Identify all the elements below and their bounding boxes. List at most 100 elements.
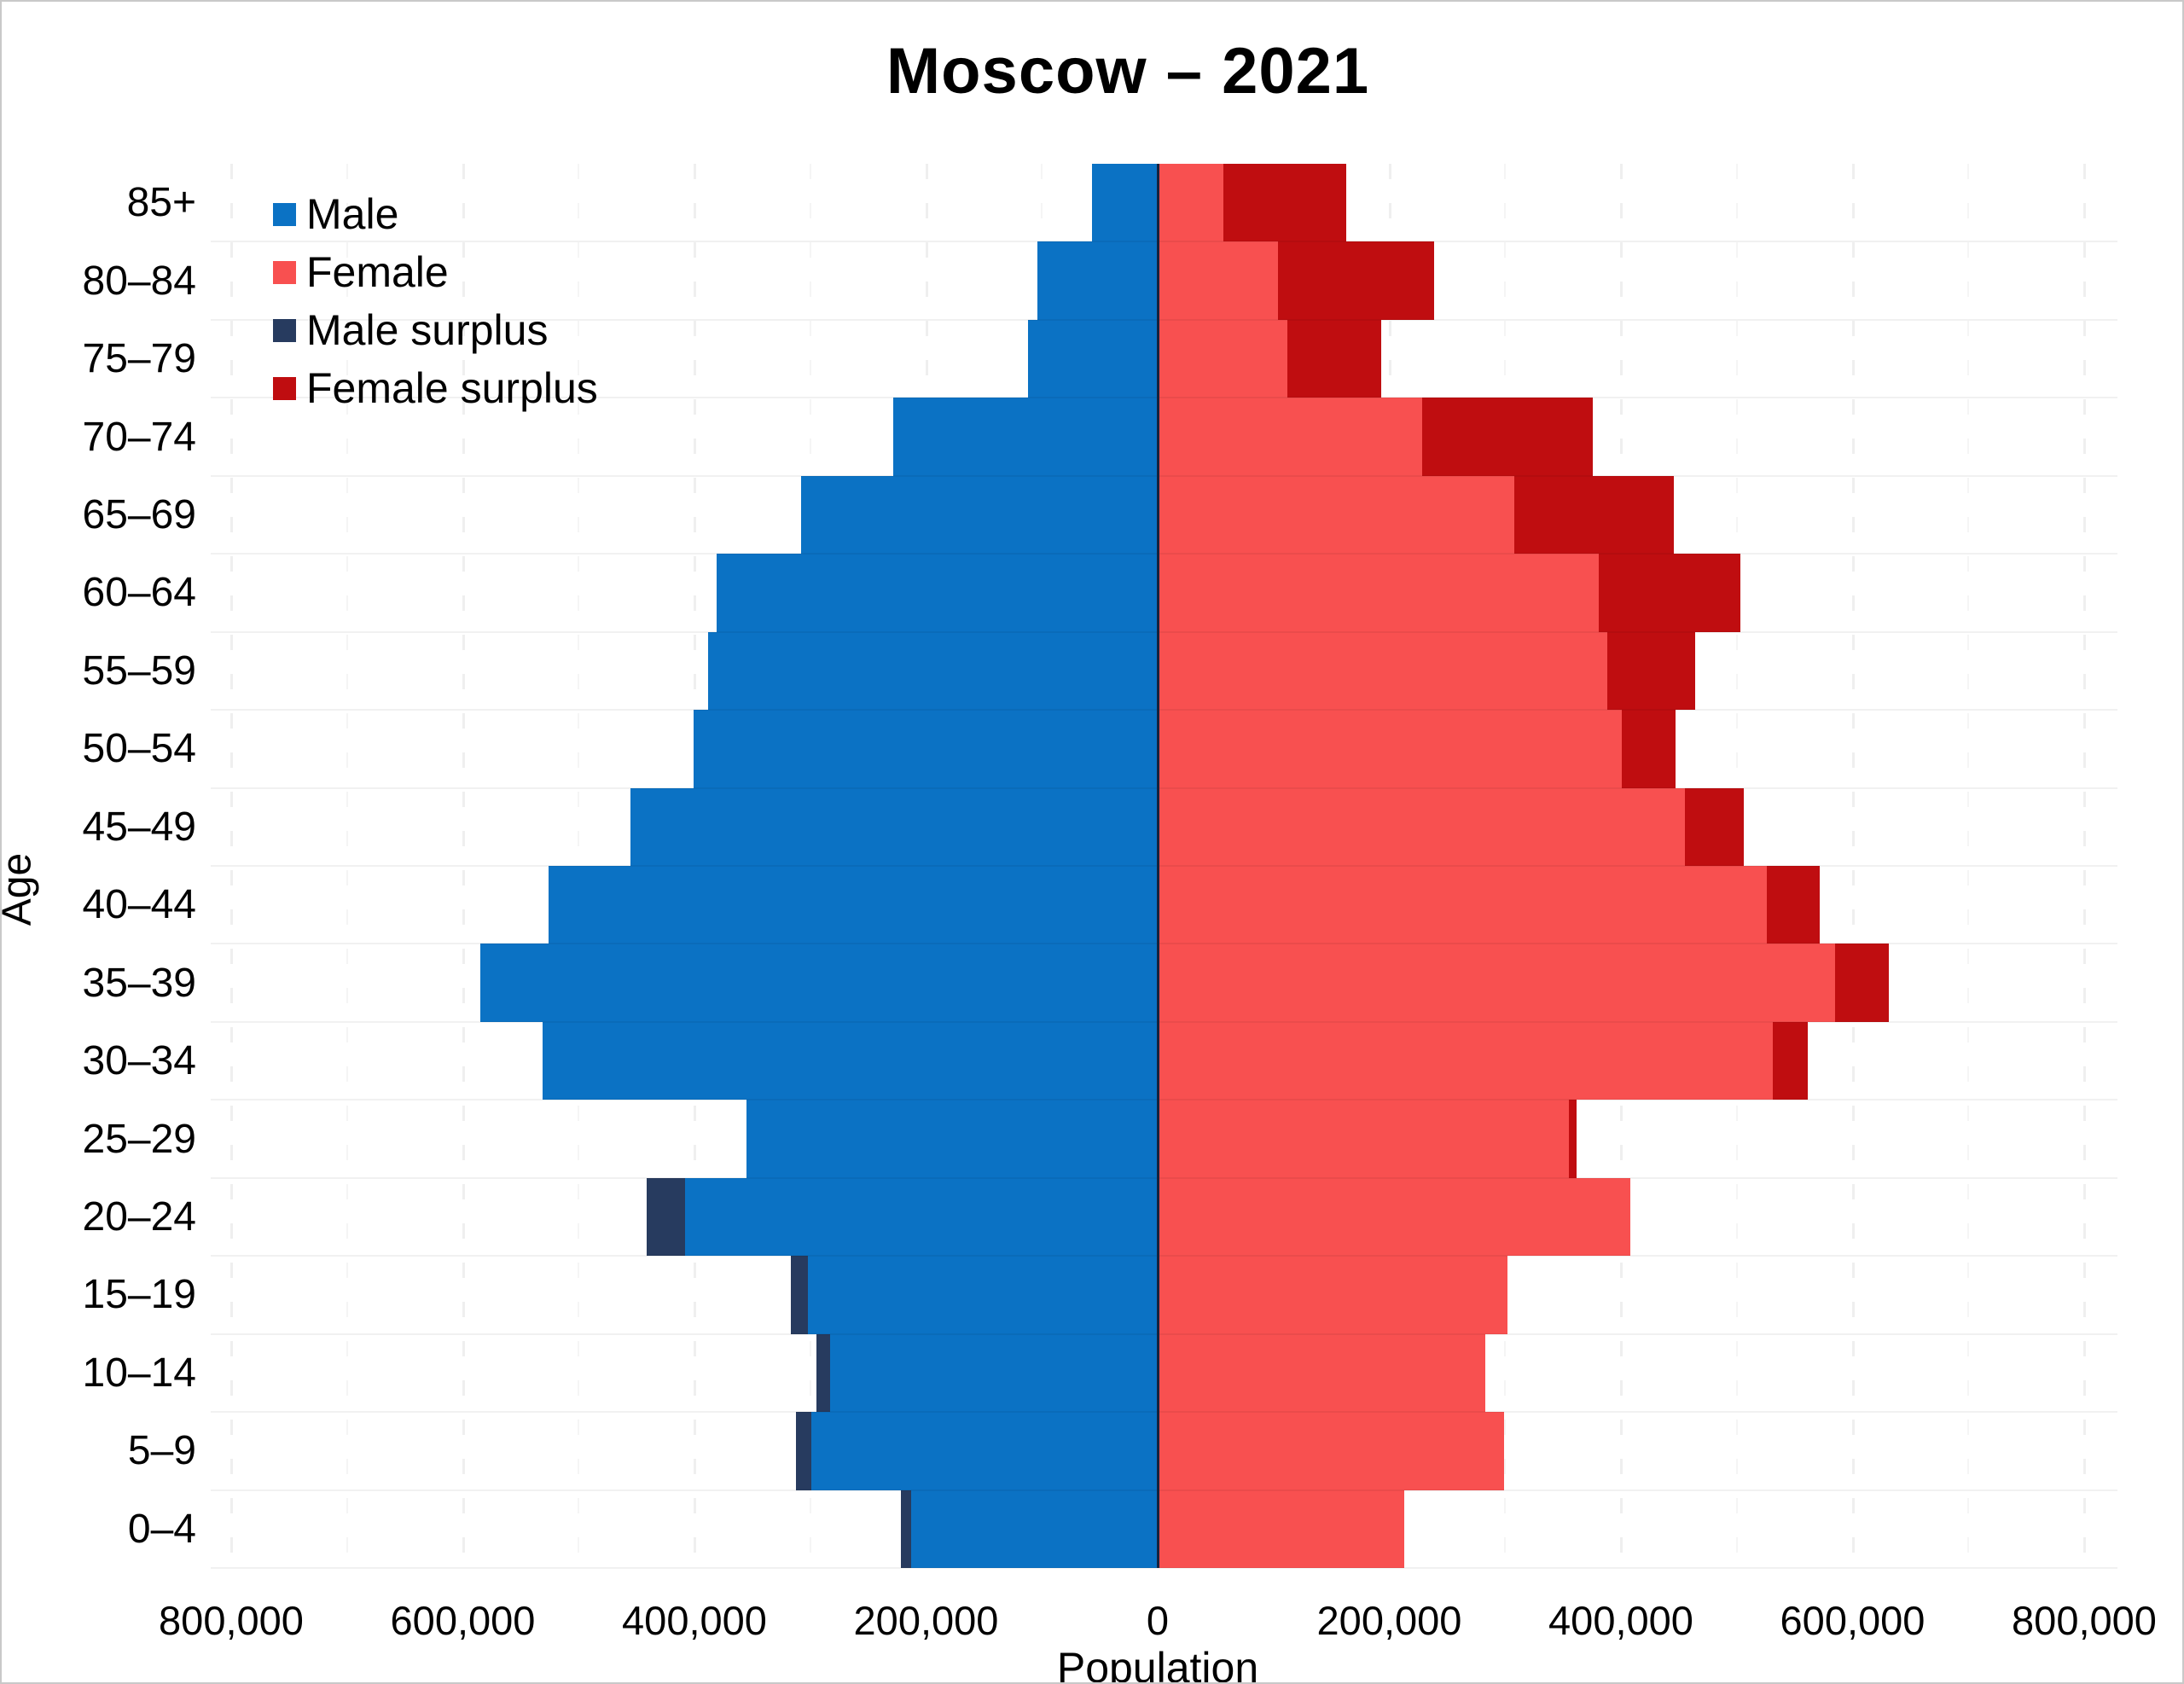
row-gridline [211,943,2117,945]
x-tick-label: 800,000 [159,1598,304,1643]
age-group-label: 75–79 [82,336,196,382]
male-bar [647,1177,1158,1257]
legend-label: Male surplus [306,306,549,354]
gridline-vertical [462,164,465,1568]
female-surplus-bar [1767,866,1821,944]
legend-label: Female [306,248,449,296]
row-gridline [211,630,2117,633]
age-group-label: 35–39 [82,960,196,1006]
x-tick-label: 400,000 [1548,1598,1693,1643]
x-tick-label: 600,000 [390,1598,536,1643]
female-surplus-bar [1568,1100,1577,1178]
legend-swatch-icon [273,376,296,400]
age-group-label: 15–19 [82,1272,196,1318]
row-gridline [211,865,2117,867]
female-bar [1158,1177,1630,1257]
age-group-label: 55–59 [82,647,196,694]
female-bar [1158,1412,1504,1490]
male-bar [543,1021,1158,1100]
legend-label: Female surplus [306,364,598,412]
male-bar [1091,164,1158,242]
row-gridline [211,787,2117,789]
legend-item: Male [273,185,598,243]
male-surplus-bar [796,1412,812,1490]
female-surplus-bar [1278,241,1435,320]
legend-item: Male surplus [273,301,598,359]
y-axis-line [1156,164,1159,1568]
female-bar [1158,1100,1577,1178]
female-bar [1158,787,1744,866]
legend-item: Female surplus [273,359,598,417]
legend-swatch-icon [273,202,296,226]
female-bar [1158,1256,1507,1334]
male-bar [796,1412,1158,1490]
age-group-label: 85+ [126,180,196,226]
male-bar [893,398,1158,476]
female-surplus-bar [1421,398,1594,476]
female-surplus-bar [1223,164,1347,242]
male-bar [693,710,1158,788]
male-bar [746,1100,1158,1178]
male-bar [548,866,1158,944]
male-surplus-bar [790,1256,809,1334]
age-group-label: 80–84 [82,258,196,304]
age-group-label: 25–29 [82,1116,196,1162]
age-group-label: 45–49 [82,804,196,850]
female-bar [1158,710,1676,788]
row-gridline [211,1411,2117,1414]
row-gridline [211,241,2117,243]
age-group-label: 60–64 [82,570,196,616]
age-group-label: 20–24 [82,1193,196,1240]
female-surplus-bar [1772,1021,1808,1100]
x-tick-label: 800,000 [2012,1598,2157,1643]
row-gridline [211,1020,2117,1023]
female-bar [1158,866,1821,944]
x-tick-label: 600,000 [1780,1598,1926,1643]
age-group-label: 0–4 [127,1506,196,1552]
legend-swatch-icon [273,260,296,284]
row-gridline [211,1333,2117,1335]
male-bar [479,944,1158,1022]
row-gridline [211,474,2117,477]
legend-item: Female [273,243,598,301]
female-surplus-bar [1287,319,1381,398]
age-group-label: 10–14 [82,1350,196,1396]
x-tick-label: 200,000 [1316,1598,1462,1643]
male-bar [708,631,1158,711]
gridline-vertical [2083,164,2086,1568]
male-surplus-bar [816,1333,830,1413]
legend-label: Male [306,190,399,238]
row-gridline [211,709,2117,711]
x-tick-label: 200,000 [853,1598,999,1643]
female-bar [1158,631,1695,711]
row-gridline [211,1255,2117,1257]
chart-title: Moscow – 2021 [886,35,1370,107]
female-bar [1158,1333,1486,1413]
row-gridline [211,1567,2117,1569]
age-group-label: 70–74 [82,414,196,460]
female-surplus-bar [1606,631,1695,711]
age-group-label: 5–9 [127,1428,196,1474]
female-bar [1158,1489,1405,1568]
age-group-label: 30–34 [82,1038,196,1084]
male-bar [790,1256,1158,1334]
male-bar [1037,241,1158,320]
gridline-vertical [346,164,348,1568]
row-gridline [211,1489,2117,1491]
male-bar [800,475,1158,555]
age-group-label: 65–69 [82,491,196,537]
x-tick-label: 0 [1146,1598,1170,1643]
male-bar [716,554,1158,632]
row-gridline [211,397,2117,399]
row-gridline [211,1176,2117,1179]
female-surplus-bar [1835,944,1889,1022]
gridline-vertical [230,164,233,1568]
row-gridline [211,318,2117,321]
gridline-vertical [1851,164,1855,1568]
female-bar [1158,1021,1808,1100]
female-surplus-bar [1599,554,1740,632]
male-surplus-bar [900,1489,911,1568]
female-surplus-bar [1622,710,1676,788]
